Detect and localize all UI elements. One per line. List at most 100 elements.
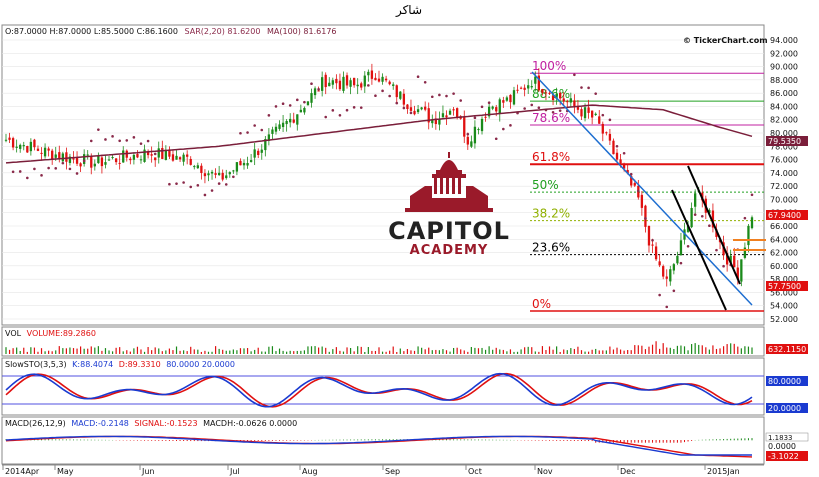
candle-body	[392, 84, 395, 86]
candle-body	[225, 175, 228, 179]
candle-body	[47, 148, 50, 151]
volume-bar	[680, 345, 682, 354]
candle-body	[456, 108, 459, 118]
candle-body	[743, 247, 747, 258]
candle-body	[193, 166, 196, 168]
macd-hist-bar	[69, 439, 71, 441]
sar-dot	[11, 170, 15, 174]
volume-bar	[484, 349, 487, 354]
macd-hist-bar	[382, 439, 384, 441]
capitol-academy-logo: CAPITOL ACADEMY	[388, 152, 509, 258]
volume-bar	[499, 349, 501, 354]
x-tick-label: Oct	[468, 467, 482, 476]
volume-bar	[207, 351, 210, 354]
sar-dot	[331, 109, 335, 112]
candle-body	[200, 165, 203, 174]
macd-hist-bar	[176, 440, 178, 441]
candle-body	[328, 82, 331, 87]
y-tick-label: 58.000	[770, 275, 798, 284]
candle-body	[633, 183, 636, 186]
candle-body	[413, 110, 416, 115]
macd-hist-bar	[261, 440, 263, 441]
candle-body	[694, 193, 697, 207]
candle-body	[509, 94, 512, 103]
volume-bar	[396, 351, 398, 354]
macd-hist-bar	[588, 440, 590, 442]
candle-body	[122, 150, 125, 163]
macd-hist-bar	[620, 440, 622, 443]
volume-bar	[477, 348, 480, 354]
volume-bar	[616, 347, 618, 354]
candle-body	[445, 115, 448, 118]
candle-body	[388, 81, 391, 85]
volume-bar	[289, 350, 291, 354]
volume-bar	[577, 346, 579, 354]
candle-body	[164, 150, 168, 160]
macd-hist-bar	[705, 439, 707, 441]
sar-dot	[253, 124, 256, 127]
volume-bar	[214, 346, 217, 354]
volume-bar	[371, 350, 373, 354]
candle-body	[750, 217, 754, 229]
volume-bar	[264, 351, 266, 354]
volume-bar	[698, 344, 700, 354]
candle-body	[132, 154, 136, 160]
volume-bar	[197, 349, 199, 354]
candle-body	[260, 149, 263, 153]
macd-hist-bar	[680, 440, 682, 443]
stoch-20-badge: 20.0000	[768, 404, 801, 413]
sar-dot	[452, 92, 455, 95]
sar-dot	[558, 109, 562, 112]
volume-bar	[623, 350, 625, 354]
macd-hist-bar	[144, 440, 146, 441]
macd-hist-bar	[353, 439, 355, 441]
volume-bar	[119, 347, 121, 354]
volume-bar	[506, 351, 508, 354]
macd-hist-bar	[254, 440, 256, 441]
volume-bar	[556, 346, 558, 354]
candle-body	[8, 137, 11, 140]
volume-bar	[609, 346, 611, 354]
candle-body	[264, 139, 267, 151]
volume-bar	[573, 348, 575, 354]
price-badges: 79.5350 67.9400 57.7500	[766, 136, 808, 291]
candle-body	[487, 106, 491, 117]
volume-bar	[286, 351, 288, 354]
sar-dot	[89, 139, 93, 143]
ohlc-text: O:87.0000 H:87.0000 L:85.5000 C:86.1600	[5, 27, 178, 36]
candle-body	[495, 107, 498, 112]
volume-bar	[190, 346, 192, 354]
macd-hist-bar	[275, 440, 277, 441]
macd-hist-bar	[190, 440, 192, 442]
candle-body	[100, 157, 104, 167]
macd-hist-bar	[744, 438, 746, 441]
y-tick-label: 88.000	[770, 76, 798, 85]
volume-bar	[175, 346, 178, 354]
volume-bar	[158, 348, 160, 354]
macd-hist-bar	[243, 440, 245, 442]
macd-hist-bar	[630, 440, 632, 443]
candle-body	[463, 116, 466, 137]
volume-bar	[744, 346, 746, 354]
volume-bar	[627, 350, 629, 354]
volume-bar	[246, 348, 249, 354]
candle-body	[317, 90, 320, 92]
volume-bar	[5, 347, 7, 354]
volume-bar	[271, 346, 274, 354]
macd-hist-bar	[662, 440, 664, 443]
candle-body	[331, 80, 334, 85]
macd-hist-bar	[687, 440, 689, 442]
volume-bar	[424, 349, 426, 354]
candle-body	[321, 77, 324, 91]
macd-hist-bar	[726, 438, 728, 441]
candle-body	[498, 99, 501, 115]
macd-hist-bar	[72, 439, 74, 441]
candle-body	[19, 144, 22, 149]
macd-hist-bar	[723, 439, 725, 441]
candle-body	[686, 225, 690, 232]
macd-hist-bar	[168, 440, 170, 441]
volume-bar	[261, 351, 263, 354]
volume-bar	[204, 350, 206, 354]
macd-hist-bar	[51, 439, 53, 441]
sar-dot	[409, 111, 413, 115]
